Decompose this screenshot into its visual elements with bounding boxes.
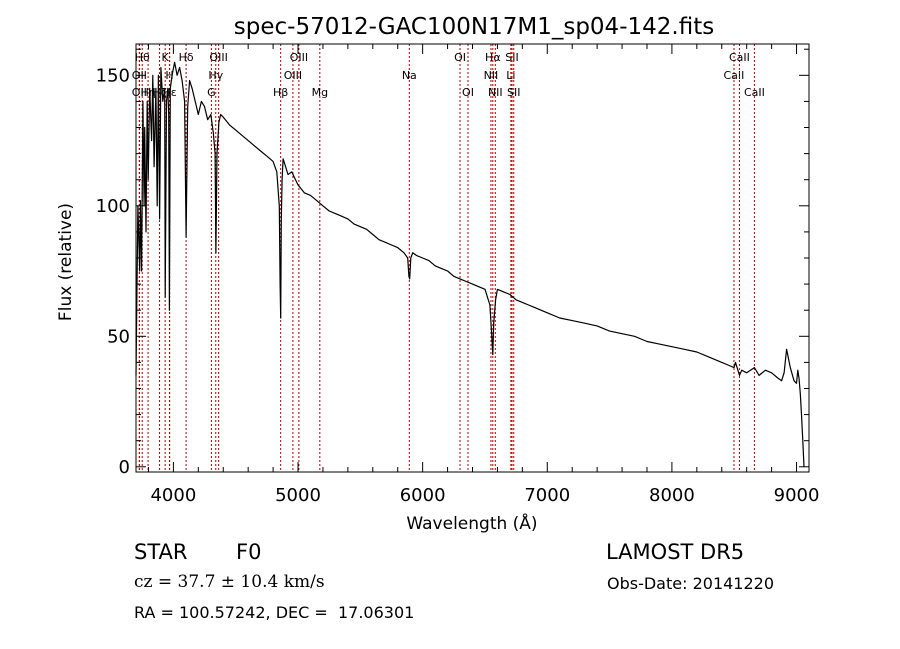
line-marker-label-20: NII bbox=[484, 69, 499, 82]
line-marker-label-18: OI bbox=[462, 86, 474, 99]
x-axis: 4000 5000 6000 7000 8000 9000 bbox=[147, 44, 820, 506]
x-tick-label-2: 6000 bbox=[400, 485, 446, 506]
line-marker-label-19: Hα bbox=[485, 51, 501, 64]
survey-label: LAMOST DR5 bbox=[606, 540, 745, 564]
y-axis: 0 50 100 150 bbox=[96, 48, 809, 478]
line-marker-label-25: CaII bbox=[724, 69, 745, 82]
y-axis-label: Flux (relative) bbox=[56, 203, 76, 321]
coordinates-label: RA = 100.57242, DEC = 17.06301 bbox=[134, 603, 415, 622]
line-marker-label-15: Mg bbox=[312, 86, 328, 99]
x-axis-label: Wavelength (Å) bbox=[406, 512, 537, 534]
y-tick-label-1: 50 bbox=[107, 326, 130, 347]
x-tick-label-3: 7000 bbox=[524, 485, 570, 506]
line-marker-label-24: SII bbox=[507, 86, 520, 99]
x-tick-label-0: 4000 bbox=[150, 485, 196, 506]
spectrum-line-0 bbox=[135, 61, 805, 467]
line-marker-label-23: Li bbox=[506, 69, 515, 82]
line-marker-label-12: Hβ bbox=[273, 86, 288, 99]
line-marker-label-1: Hθ bbox=[135, 51, 150, 64]
class-label: STAR bbox=[134, 540, 188, 564]
line-marker-label-9: Hγ bbox=[208, 69, 223, 82]
y-tick-label-0: 0 bbox=[119, 457, 130, 478]
y-tick-label-2: 100 bbox=[96, 196, 130, 217]
spectrum-series bbox=[135, 61, 805, 467]
subclass-label: F0 bbox=[236, 540, 262, 564]
line-marker-label-11: G bbox=[207, 86, 216, 99]
line-marker-label-27: CaII bbox=[744, 86, 765, 99]
chart-title: spec-57012-GAC100N17M1_sp04-142.fits bbox=[234, 14, 714, 40]
line-marker-label-5: K bbox=[162, 51, 170, 64]
line-marker-label-26: CaII bbox=[729, 51, 750, 64]
obs-date-label: Obs-Date: 20141220 bbox=[607, 574, 775, 593]
redshift-label: cz = 37.7 ± 10.4 km/s bbox=[134, 572, 325, 592]
x-tick-label-4: 8000 bbox=[649, 485, 695, 506]
y-tick-label-3: 150 bbox=[96, 65, 130, 86]
line-marker-label-10: OIII bbox=[209, 51, 227, 64]
plot-frame bbox=[135, 43, 810, 473]
line-marker-label-21: NII bbox=[488, 86, 503, 99]
x-tick-label-1: 5000 bbox=[275, 485, 321, 506]
line-marker-label-14: OIII bbox=[290, 51, 308, 64]
line-marker-label-17: OI bbox=[454, 51, 466, 64]
line-marker-label-6: H bbox=[165, 69, 173, 82]
line-marker-label-16: Na bbox=[402, 69, 417, 82]
line-marker-label-13: OIII bbox=[284, 69, 302, 82]
line-marker-label-22: SII bbox=[505, 51, 518, 64]
line-marker-label-7: Hε bbox=[163, 86, 177, 99]
x-tick-label-5: 9000 bbox=[774, 485, 820, 506]
line-marker-label-8: Hδ bbox=[179, 51, 194, 64]
